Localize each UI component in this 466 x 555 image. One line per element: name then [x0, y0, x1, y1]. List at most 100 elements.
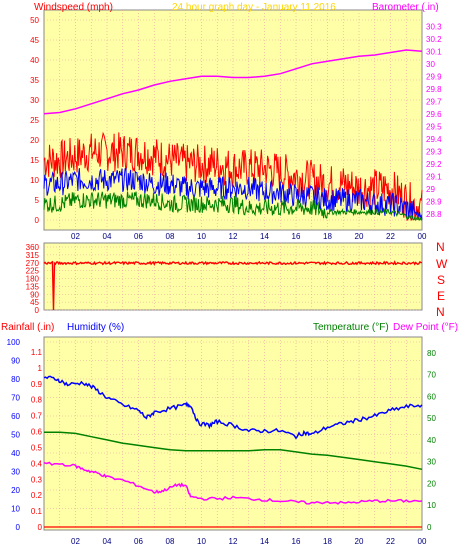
- x-tick-label: 14: [260, 232, 269, 241]
- wind-y-tick: 25: [30, 116, 39, 125]
- rain-y-tick: 0.1: [31, 507, 43, 516]
- humidity-line: [43, 375, 423, 440]
- rain-y-tick: 0.7: [31, 412, 43, 421]
- direction-y-tick: 135: [26, 282, 40, 291]
- temperature-y-tick: 50: [427, 414, 436, 423]
- rain-y-tick: 0.2: [31, 491, 43, 500]
- wind-y-tick: 10: [30, 176, 39, 185]
- wind-y-tick: 30: [30, 96, 39, 105]
- x-tick-label: 16: [292, 232, 301, 241]
- x-tick-label: 20: [355, 537, 364, 546]
- humidity-y-tick: 10: [11, 505, 20, 514]
- rain-y-tick: 0.4: [31, 459, 43, 468]
- rain-y-tick: 0.8: [31, 396, 43, 405]
- wind-y-tick: 5: [35, 196, 40, 205]
- rain-y-tick: 1.1: [31, 348, 43, 357]
- x-tick-label: 20: [355, 232, 364, 241]
- wind-y-tick: 35: [30, 76, 39, 85]
- tick-labels: 0510152025303540455028.828.92929.129.229…: [7, 16, 442, 546]
- rain-y-tick: 0: [38, 523, 43, 532]
- x-tick-label: 22: [386, 232, 395, 241]
- x-tick-label: 18: [323, 232, 332, 241]
- x-tick-label: 04: [103, 537, 112, 546]
- temperature-y-tick: 20: [427, 479, 436, 488]
- temperature-y-tick: 80: [427, 349, 436, 358]
- barometer-y-tick: 29: [426, 185, 435, 194]
- temperature-line: [44, 431, 423, 471]
- barometer-y-tick: 29.1: [426, 172, 442, 181]
- compass-label-w: W: [436, 257, 448, 271]
- chart-title: 24 hour graph day - January 11 2016: [172, 2, 336, 13]
- direction-y-tick: 315: [26, 251, 40, 260]
- rain-y-tick: 1: [38, 364, 43, 373]
- barometer-y-tick: 30: [426, 60, 435, 69]
- direction-y-tick: 180: [26, 275, 40, 284]
- humidity-y-tick: 0: [16, 523, 21, 532]
- compass-label-s: S: [437, 273, 445, 287]
- humidity-y-tick: 50: [11, 431, 20, 440]
- barometer-y-tick: 30.3: [426, 22, 442, 31]
- humidity-y-tick: 80: [11, 375, 20, 384]
- compass-label-n-bottom: N: [436, 305, 445, 319]
- barometer-y-tick: 29.3: [426, 147, 442, 156]
- temperature-y-tick: 0: [427, 523, 432, 532]
- compass-label-e: E: [437, 289, 445, 303]
- temperature-y-tick: 70: [427, 371, 436, 380]
- x-tick-label: 00: [418, 232, 427, 241]
- x-tick-label: 06: [134, 537, 143, 546]
- wind-y-tick: 40: [30, 56, 39, 65]
- direction-y-tick: 90: [30, 290, 39, 299]
- wind-avg-line: [43, 167, 423, 220]
- rain-y-tick: 0.5: [31, 443, 43, 452]
- x-tick-label: 02: [71, 537, 80, 546]
- rain-y-tick: 0.6: [31, 428, 43, 437]
- temperature-y-tick: 40: [427, 436, 436, 445]
- rain-axis-label: Rainfall (.in): [1, 322, 54, 333]
- direction-y-tick: 0: [35, 306, 40, 315]
- series-layer: [43, 49, 423, 528]
- dewpoint-axis-label: Dew Point (°F): [393, 322, 458, 333]
- wind-gust-line: [43, 131, 423, 221]
- humidity-y-tick: 100: [7, 338, 21, 347]
- wind-y-tick: 45: [30, 36, 39, 45]
- humidity-axis-label: Humidity (%): [67, 322, 124, 333]
- wind-y-tick: 15: [30, 156, 39, 165]
- x-tick-label: 10: [197, 537, 206, 546]
- direction-line: [43, 260, 422, 311]
- x-tick-label: 08: [166, 537, 175, 546]
- humidity-y-tick: 70: [11, 394, 20, 403]
- x-tick-label: 06: [134, 232, 143, 241]
- barometer-line: [43, 49, 423, 115]
- wind-y-tick: 0: [35, 216, 40, 225]
- barometer-y-tick: 29.8: [426, 85, 442, 94]
- x-tick-label: 08: [166, 232, 175, 241]
- x-tick-label: 02: [71, 232, 80, 241]
- humidity-y-tick: 40: [11, 449, 20, 458]
- x-tick-label: 12: [229, 232, 238, 241]
- gridlines: [44, 10, 422, 530]
- humidity-y-tick: 30: [11, 468, 20, 477]
- temperature-y-tick: 30: [427, 458, 436, 467]
- rain-y-tick: 0.9: [31, 380, 43, 389]
- x-tick-label: 16: [292, 537, 301, 546]
- barometer-y-tick: 29.6: [426, 110, 442, 119]
- x-tick-label: 00: [418, 537, 427, 546]
- x-tick-label: 18: [323, 537, 332, 546]
- dewpoint-line: [43, 461, 423, 505]
- barometer-y-tick: 29.4: [426, 135, 442, 144]
- direction-y-tick: 270: [26, 259, 40, 268]
- humidity-y-tick: 90: [11, 357, 20, 366]
- humidity-y-tick: 20: [11, 486, 20, 495]
- barometer-y-tick: 30.2: [426, 35, 442, 44]
- temperature-y-tick: 60: [427, 392, 436, 401]
- barometer-axis-label: Barometer (.in): [372, 2, 439, 13]
- direction-y-tick: 225: [26, 267, 40, 276]
- temperature-axis-label: Temperature (°F): [313, 322, 389, 333]
- x-tick-label: 12: [229, 537, 238, 546]
- direction-y-tick: 360: [26, 243, 40, 252]
- compass-label-n-top: N: [436, 240, 445, 254]
- temperature-y-tick: 10: [427, 501, 436, 510]
- wind-axis-label: Windspeed (mph): [34, 2, 113, 13]
